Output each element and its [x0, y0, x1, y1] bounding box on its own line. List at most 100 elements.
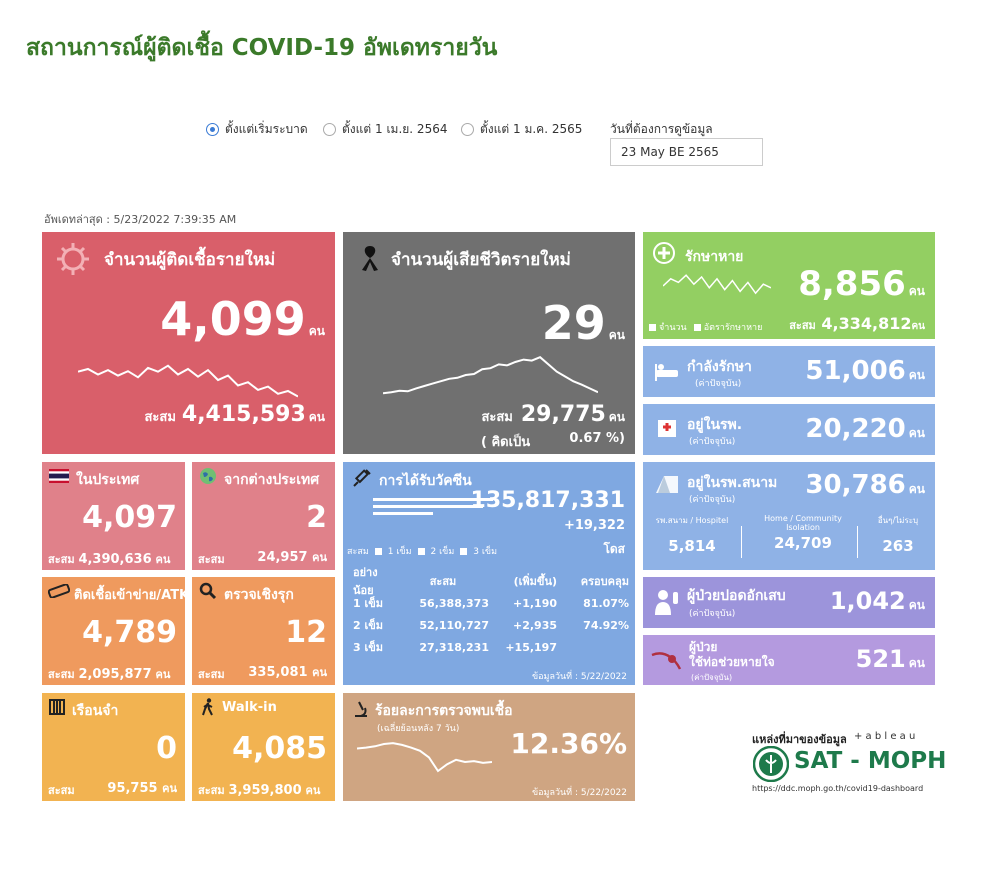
accum-label: สะสม — [198, 668, 225, 681]
moph-logo-icon — [752, 745, 790, 783]
divider — [857, 526, 858, 558]
positivity-sublabel: (เฉลี่ยย้อนหลัง 7 วัน) — [377, 724, 460, 734]
field-hospital-label: อยู่ในรพ.สนาม — [687, 475, 778, 491]
field-col-home-isolation: Home / Community Isolation 24,709 — [747, 514, 859, 552]
pneumonia-number: 1,042 — [829, 587, 906, 615]
recovered-legend: จำนวน อัตรารักษาหาย — [649, 320, 762, 334]
atk-accum-value: 2,095,877 — [78, 667, 152, 682]
coverage-cell: 81.07% — [583, 596, 629, 610]
pneumonia-label: ผู้ป่วยปอดอักเสบ — [687, 588, 786, 604]
positivity-trend — [357, 742, 492, 773]
hospital-number: 20,220 — [805, 414, 906, 444]
deaths-value: 29 คน — [542, 296, 625, 350]
magnifier-icon — [198, 582, 218, 600]
unit: คน — [908, 656, 925, 670]
date-input[interactable]: 23 May BE 2565 — [610, 138, 763, 166]
abroad-label: จากต่างประเทศ — [224, 472, 320, 488]
walkin-accum: สะสม 3,959,800 คน — [198, 781, 320, 799]
legend-swatch-icon — [417, 547, 425, 555]
ribbon-icon — [357, 244, 383, 272]
source-org: SAT - MOPH — [794, 748, 947, 774]
abroad-card: จากต่างประเทศ 2 สะสม 24,957 คน — [192, 462, 335, 570]
hospital-label: อยู่ในรพ. — [687, 417, 743, 433]
new-cases-accum: สะสม 4,415,593 คน — [144, 402, 325, 427]
table-row: 1 เข็ม 56,388,373 +1,190 81.07% — [353, 592, 629, 614]
prison-bars-icon — [48, 699, 66, 715]
treating-sublabel: (ค่าปัจจุบัน) — [695, 379, 742, 389]
deaths-trend — [383, 356, 598, 395]
radio-icon[interactable] — [461, 123, 474, 136]
field-col-value: 24,709 — [774, 534, 832, 552]
ventilator-label-2: ใช้ท่อช่วยหายใจ — [689, 655, 775, 669]
table-header: อย่างน้อย สะสม (เพิ่มขึ้น) ครอบคลุม — [353, 566, 629, 597]
accum-label: สะสม — [481, 410, 513, 425]
deaths-label: จำนวนผู้เสียชีวิตรายใหม่ — [391, 250, 571, 270]
deaths-ratio: 0.67 %) — [569, 431, 625, 446]
walkin-value: 4,085 — [232, 731, 327, 766]
tableau-logo: + a b l e a u — [854, 731, 916, 742]
vaccine-date-note: ข้อมูลวันที่ : 5/22/2022 — [531, 672, 627, 682]
source-url[interactable]: https://ddc.moph.go.th/covid19-dashboard — [752, 784, 924, 793]
new-cases-trend — [78, 364, 298, 398]
new-cases-card: จำนวนผู้ติดเชื้อรายใหม่ 4,099 คน สะสม 4,41… — [42, 232, 335, 454]
proactive-value: 12 — [285, 615, 327, 650]
prison-label: เรือนจำ — [72, 703, 119, 719]
positivity-label: ร้อยละการตรวจพบเชื้อ — [375, 703, 513, 719]
prison-card: เรือนจำ 0 สะสม 95,755 คน — [42, 693, 185, 801]
unit: คน — [908, 368, 925, 382]
vaccine-label: การได้รับวัคซีน — [379, 473, 472, 489]
radio-selected-icon[interactable] — [206, 123, 219, 136]
field-col-value: 5,814 — [668, 537, 716, 555]
new-cases-value: 4,099 คน — [160, 292, 325, 346]
vaccine-bar-dose1 — [373, 505, 483, 508]
domestic-card: ในประเทศ 4,097 สะสม 4,390,636 คน — [42, 462, 185, 570]
recovered-trend — [663, 274, 771, 295]
filter-since-apr-2564[interactable]: ตั้งแต่ 1 เม.ย. 2564 — [323, 120, 447, 139]
field-hospital-sublabel: (ค่าปัจจุบัน) — [689, 495, 736, 505]
dose-cell: 2 เข็ม — [353, 619, 384, 632]
abroad-accum-value: 24,957 — [257, 550, 308, 565]
legend-accum: สะสม — [347, 547, 369, 557]
filter-since-jan-2565[interactable]: ตั้งแต่ 1 ม.ค. 2565 — [461, 120, 582, 139]
legend-dose3: 3 เข็ม — [473, 547, 498, 557]
recovered-value: 8,856 คน — [798, 264, 925, 304]
legend-swatch-icon — [649, 323, 656, 331]
legend-dose1: 1 เข็ม — [387, 547, 412, 557]
unit: คน — [608, 410, 625, 424]
unit: คน — [911, 321, 925, 332]
filter-since-start[interactable]: ตั้งแต่เริ่มระบาด — [206, 120, 308, 139]
walkin-accum-value: 3,959,800 — [228, 783, 302, 798]
recovered-number: 8,856 — [798, 264, 906, 304]
syringe-icon — [351, 468, 373, 488]
treating-label: กำลังรักษา — [687, 359, 752, 375]
vaccine-table: อย่างน้อย สะสม (เพิ่มขึ้น) ครอบคลุม 1 เข… — [353, 566, 629, 658]
accum-label: สะสม — [48, 553, 75, 566]
legend-count: จำนวน — [659, 323, 687, 333]
accum-label: สะสม — [198, 784, 225, 797]
new-cases-label: จำนวนผู้ติดเชื้อรายใหม่ — [104, 250, 276, 270]
increase-cell: +15,197 — [505, 640, 557, 654]
vaccine-legend: สะสม 1 เข็ม 2 เข็ม 3 เข็ม — [347, 544, 497, 558]
recovered-accum: สะสม 4,334,812คน — [789, 314, 925, 334]
domestic-accum: สะสม 4,390,636 คน — [48, 550, 170, 568]
unit: คน — [162, 782, 177, 795]
unit: คน — [155, 553, 171, 566]
walkin-card: Walk-in 4,085 สะสม 3,959,800 คน — [192, 693, 335, 801]
vaccine-bar-dose2 — [373, 512, 433, 515]
increase-cell: +2,935 — [512, 618, 557, 632]
atk-accum: สะสม 2,095,877 คน — [48, 665, 170, 683]
field-col-value: 263 — [882, 537, 914, 555]
unit: คน — [908, 598, 925, 612]
new-cases-accum-value: 4,415,593 — [181, 402, 306, 427]
vaccine-total: 135,817,331 — [470, 488, 625, 513]
treating-value: 51,006 คน — [805, 356, 925, 386]
accum-label: สะสม — [789, 319, 816, 332]
radio-icon[interactable] — [323, 123, 336, 136]
vaccine-daily: +19,322 — [563, 518, 625, 533]
accum-label: สะสม — [48, 784, 75, 797]
hospital-bed-icon — [653, 358, 681, 384]
increase-cell: +1,190 — [512, 596, 557, 610]
plus-icon — [653, 242, 675, 264]
deaths-number: 29 — [541, 296, 606, 350]
globe-icon — [198, 466, 218, 486]
